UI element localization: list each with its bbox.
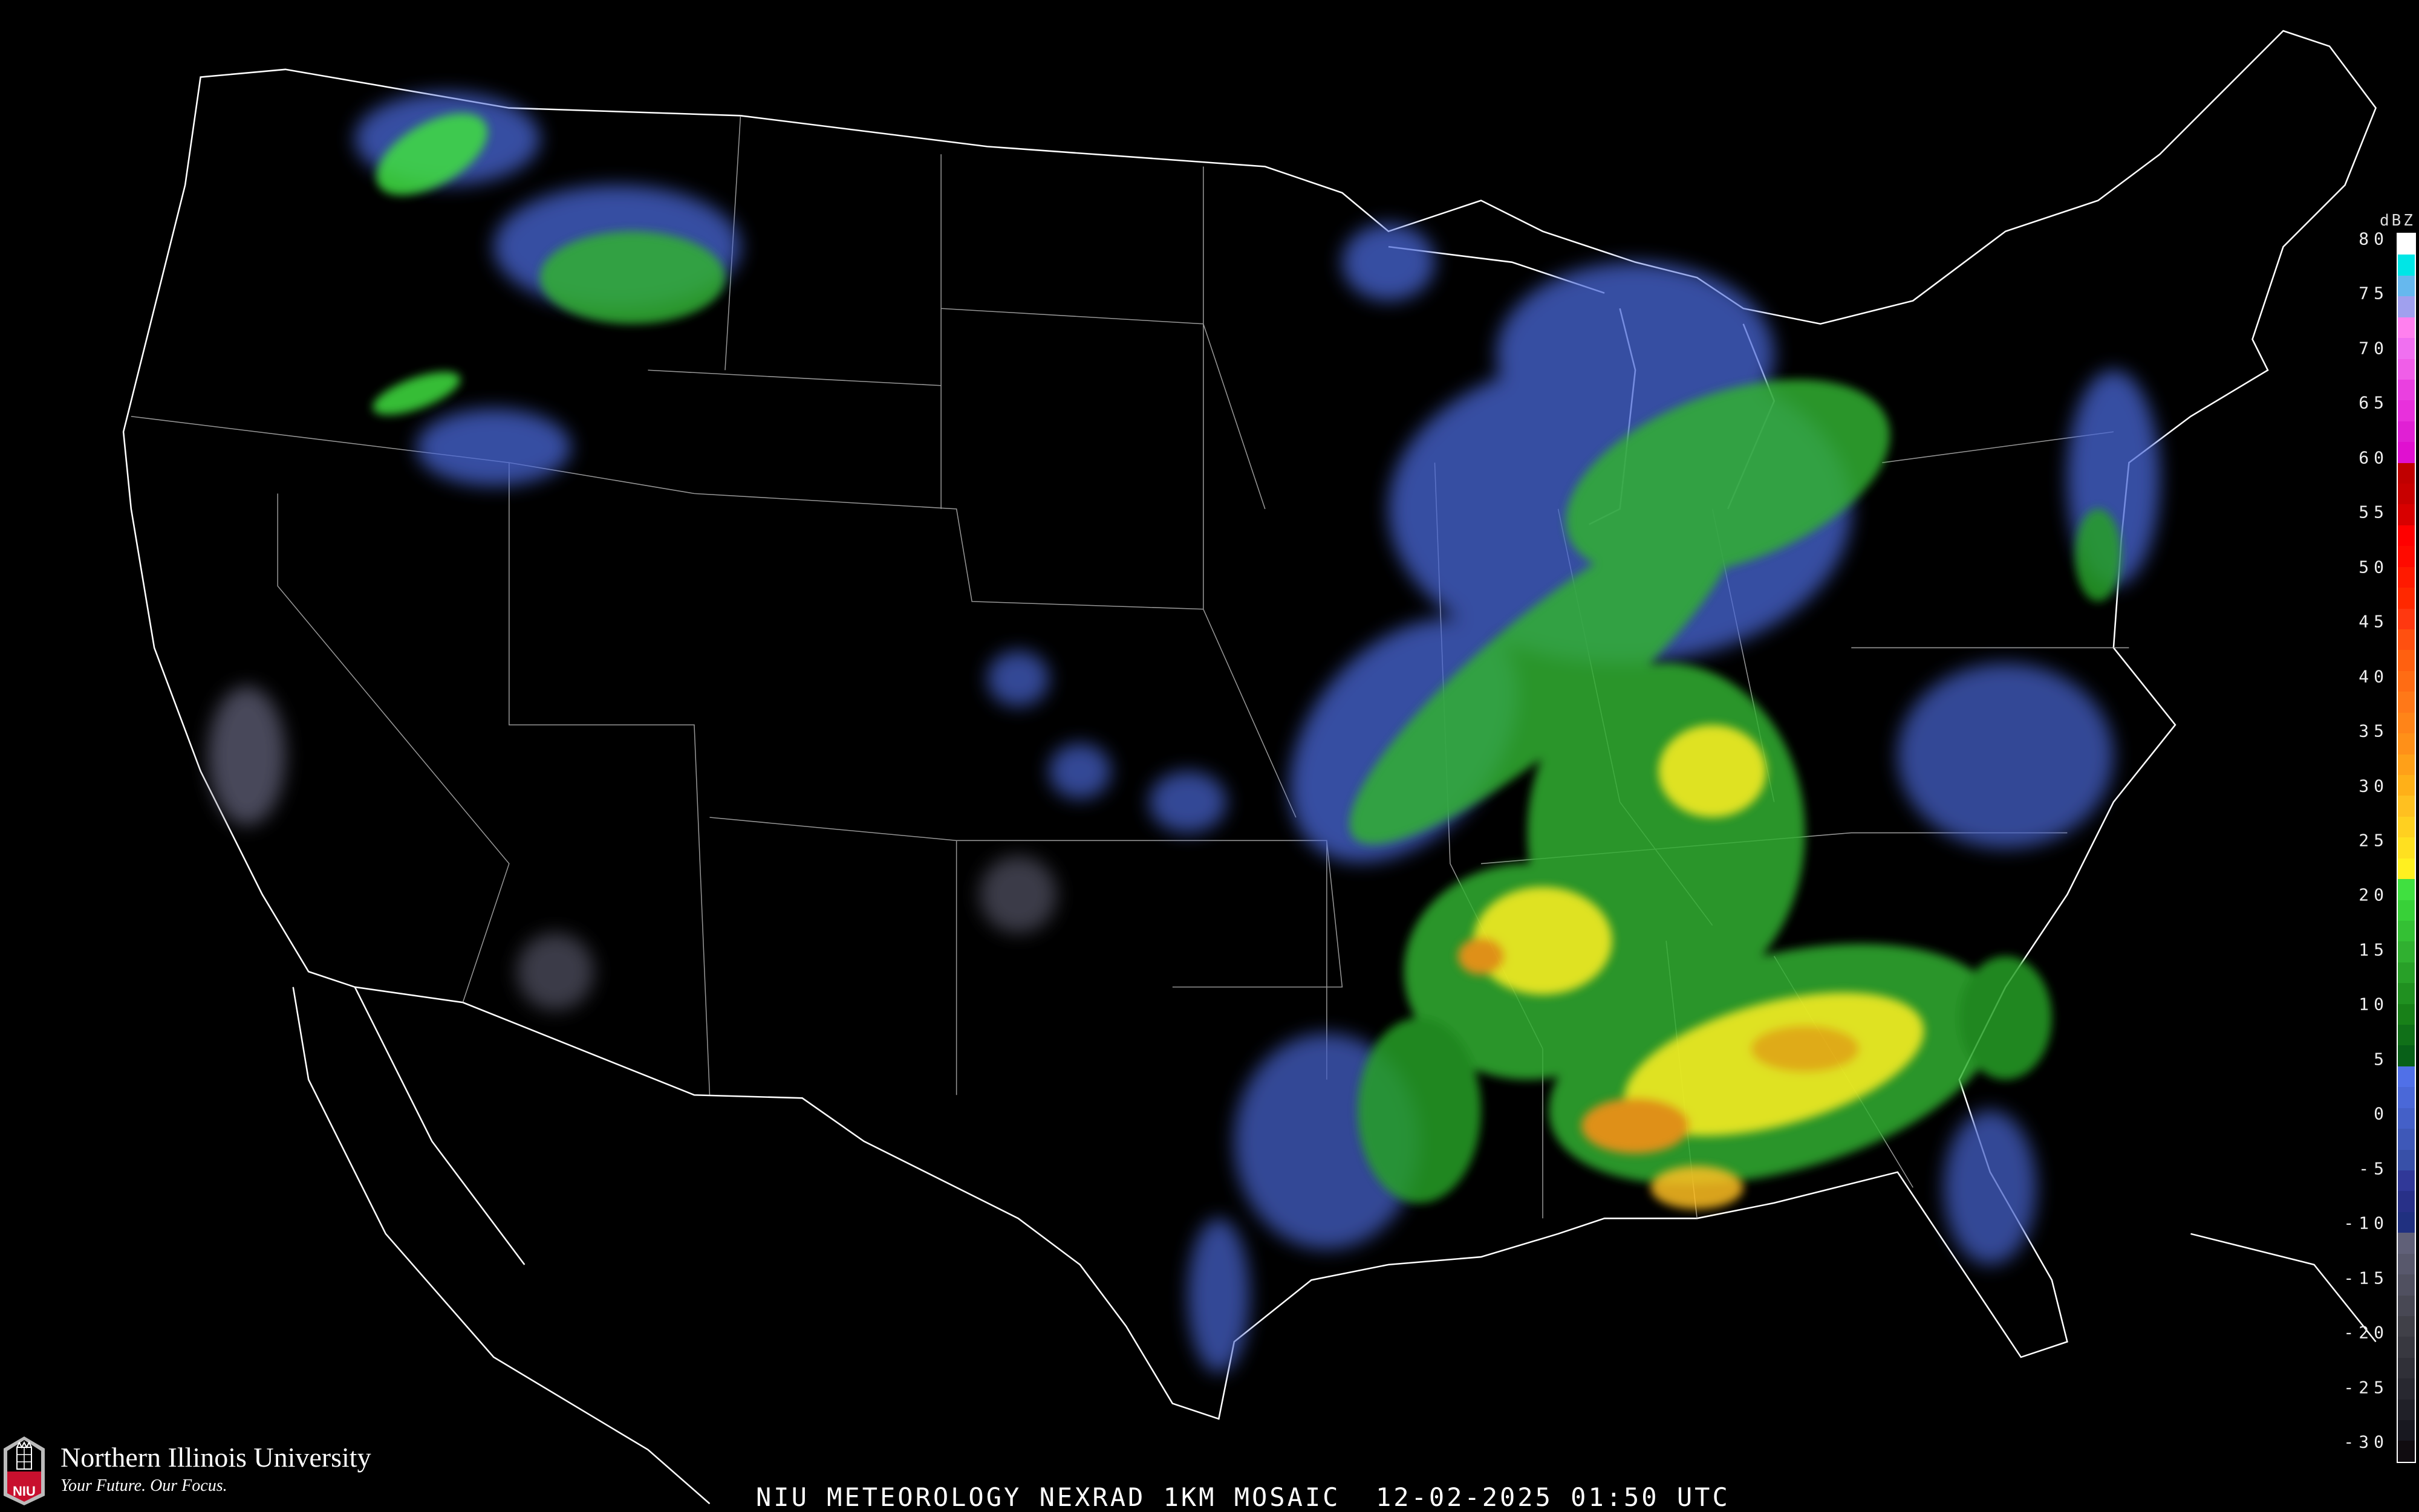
legend-tick-label: -25: [2343, 1377, 2389, 1398]
legend-unit: dBZ: [2380, 212, 2415, 230]
legend-color-step: [2398, 774, 2415, 796]
legend-tick-label: 45: [2359, 611, 2389, 632]
legend-color-step: [2398, 879, 2415, 900]
legend-color-step: [2398, 608, 2415, 630]
legend-color-step: [2398, 858, 2415, 880]
legend-color-step: [2398, 234, 2415, 255]
product-title-timestamp: NIU METEOROLOGY NEXRAD 1KM MOSAIC 12-02-…: [756, 1482, 1730, 1512]
legend-tick-label: 25: [2359, 830, 2389, 851]
legend-color-step: [2398, 296, 2415, 317]
legend-tick-label: -15: [2343, 1268, 2389, 1288]
legend-color-step: [2398, 1191, 2415, 1212]
logo-tagline: Your Future. Our Focus.: [60, 1476, 227, 1495]
legend-tick-label: -10: [2343, 1213, 2389, 1233]
legend-tick-label: 70: [2359, 338, 2389, 359]
legend-color-step: [2398, 1108, 2415, 1129]
legend-tick-label: 30: [2359, 776, 2389, 796]
legend-tick-label: 75: [2359, 283, 2389, 303]
legend-color-step: [2398, 1149, 2415, 1170]
legend-color-step: [2398, 920, 2415, 942]
legend-color-step: [2398, 1233, 2415, 1254]
legend-color-step: [2398, 1004, 2415, 1025]
legend-color-step: [2398, 941, 2415, 962]
legend-color-step: [2398, 796, 2415, 817]
legend-color-step: [2398, 629, 2415, 651]
legend-color-step: [2398, 588, 2415, 609]
legend-color-step: [2398, 400, 2415, 421]
legend-color-step: [2398, 816, 2415, 838]
legend-color-step: [2398, 462, 2415, 484]
legend-color-step: [2398, 1357, 2415, 1379]
legend-tick-label: 65: [2359, 392, 2389, 413]
legend-color-bar: [2397, 233, 2416, 1463]
legend-color-step: [2398, 1253, 2415, 1275]
legend-color-step: [2398, 1316, 2415, 1337]
legend-color-step: [2398, 1066, 2415, 1088]
legend-color-step: [2398, 442, 2415, 463]
legend-color-step: [2398, 1420, 2415, 1441]
legend-color-step: [2398, 546, 2415, 567]
legend-tick-label: 10: [2359, 994, 2389, 1014]
legend-color-step: [2398, 900, 2415, 921]
legend-color-step: [2398, 983, 2415, 1004]
legend-tick-label: -5: [2359, 1158, 2389, 1179]
legend-color-step: [2398, 338, 2415, 359]
legend-color-step: [2398, 1378, 2415, 1400]
legend-color-step: [2398, 1399, 2415, 1421]
legend-color-step: [2398, 754, 2415, 775]
legend-color-step: [2398, 670, 2415, 692]
radar-echoes-light: [208, 92, 2160, 1373]
legend-color-step: [2398, 379, 2415, 401]
legend-tick-label: -30: [2343, 1432, 2389, 1452]
legend-color-step: [2398, 317, 2415, 339]
legend-color-step: [2398, 504, 2415, 525]
legend-color-step: [2398, 1045, 2415, 1066]
legend-tick-label: -20: [2343, 1322, 2389, 1343]
legend-color-step: [2398, 733, 2415, 754]
logo-abbr: NIU: [13, 1484, 36, 1499]
legend-tick-label: 35: [2359, 721, 2389, 741]
legend-color-step: [2398, 255, 2415, 276]
legend-tick-label: 55: [2359, 502, 2389, 522]
legend-color-step: [2398, 1025, 2415, 1046]
legend-color-step: [2398, 1337, 2415, 1358]
legend-color-step: [2398, 566, 2415, 588]
legend-color-step: [2398, 692, 2415, 713]
legend-color-step: [2398, 1170, 2415, 1192]
legend-color-step: [2398, 525, 2415, 547]
legend-tick-label: 50: [2359, 557, 2389, 577]
legend-tick-label: 80: [2359, 229, 2389, 249]
legend-color-step: [2398, 1274, 2415, 1296]
logo-university-name: Northern Illinois University: [60, 1442, 371, 1473]
legend-tick-label: 15: [2359, 939, 2389, 960]
radar-echoes-heavy: [1457, 724, 1924, 1209]
legend-color-step: [2398, 1087, 2415, 1108]
legend-color-step: [2398, 359, 2415, 380]
legend-color-step: [2398, 421, 2415, 443]
niu-shield-icon: [4, 1436, 45, 1505]
legend-tick-label: 40: [2359, 666, 2389, 687]
legend-color-step: [2398, 1212, 2415, 1233]
legend-color-step: [2398, 275, 2415, 297]
legend-tick-label: 60: [2359, 447, 2389, 468]
legend-tick-label: 5: [2374, 1049, 2389, 1069]
legend-color-step: [2398, 1129, 2415, 1150]
legend-color-step: [2398, 962, 2415, 984]
legend-color-step: [2398, 1441, 2415, 1462]
legend-color-step: [2398, 650, 2415, 671]
niu-logo: NIU Northern Illinois University Your Fu…: [0, 1433, 460, 1508]
legend-color-step: [2398, 484, 2415, 505]
legend-color-step: [2398, 712, 2415, 734]
legend-color-step: [2398, 837, 2415, 858]
legend-tick-label: 0: [2374, 1103, 2389, 1124]
legend-color-step: [2398, 1295, 2415, 1316]
legend-tick-label: 20: [2359, 884, 2389, 905]
